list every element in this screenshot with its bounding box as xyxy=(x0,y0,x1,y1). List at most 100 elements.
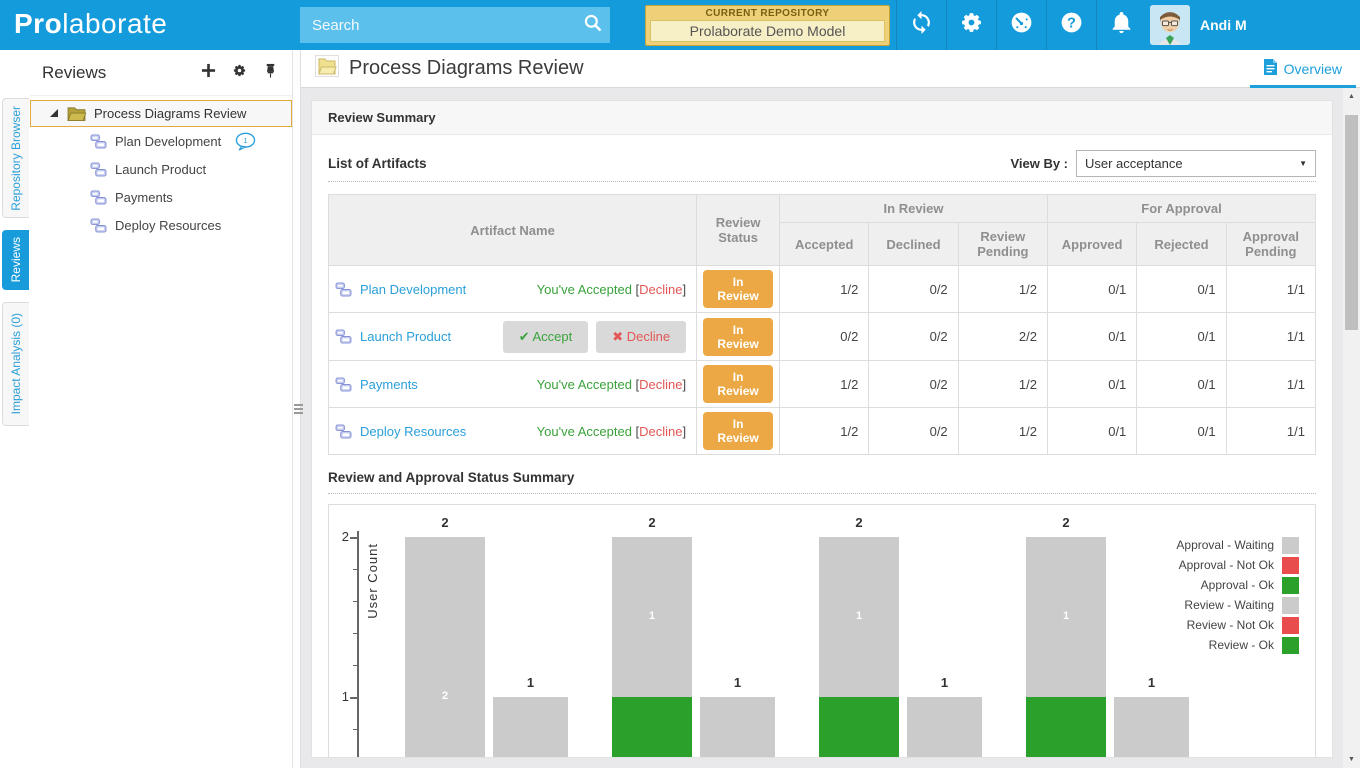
vertical-scrollbar[interactable]: ▲ ▼ xyxy=(1343,88,1360,768)
count-cell-approval-pending: 1/1 xyxy=(1225,360,1317,408)
scroll-up-icon[interactable]: ▲ xyxy=(1348,93,1355,100)
list-of-artifacts-row: List of Artifacts View By : User accepta… xyxy=(328,145,1316,181)
comment-count-badge[interactable]: 1 xyxy=(235,132,256,151)
notifications-button[interactable] xyxy=(1096,0,1146,50)
chart-legend: Approval - Waiting Approval - Not Ok Appro… xyxy=(1176,535,1299,655)
sidebar-splitter[interactable] xyxy=(293,50,303,768)
current-repository[interactable]: CURRENT REPOSITORY Prolaborate Demo Mode… xyxy=(645,5,890,46)
count-cell-declined: 0/2 xyxy=(868,407,959,455)
panel-title: Review Summary xyxy=(312,101,1332,135)
col-rejected: Rejected xyxy=(1136,222,1227,266)
count-cell-approval-pending: 1/1 xyxy=(1225,312,1317,361)
left-tab-repository-browser[interactable]: Repository Browser xyxy=(2,98,29,218)
settings-button[interactable] xyxy=(946,0,996,50)
count-cell-rejected: 0/1 xyxy=(1136,265,1227,313)
document-icon xyxy=(1263,59,1284,78)
bar-total-label: 1 xyxy=(1147,675,1156,690)
help-button[interactable]: ? xyxy=(1046,0,1096,50)
scrollbar-thumb[interactable] xyxy=(1345,115,1358,330)
count-cell-accepted: 1/2 xyxy=(779,407,870,455)
list-of-artifacts-title: List of Artifacts xyxy=(328,155,427,171)
col-accepted: Accepted xyxy=(779,222,870,266)
artifact-link-plan-development[interactable]: Plan Development xyxy=(360,281,467,297)
bracket: [ xyxy=(631,423,640,439)
artifact-link-launch-product[interactable]: Launch Product xyxy=(360,329,452,344)
dashboard-button[interactable] xyxy=(996,0,1046,50)
artifact-name-left: Launch Product xyxy=(335,329,451,344)
scroll-content: Review Summary List of Artifacts View By… xyxy=(301,88,1343,768)
table-row-launch-product: Launch Product ✔ Accept ✖ Decline In Review… xyxy=(327,312,1317,361)
bar-review-review-waiting xyxy=(819,537,899,697)
page-title-bar: Process Diagrams Review Overview xyxy=(301,50,1360,88)
settings-icon xyxy=(232,63,247,83)
legend-item-review-ok: Review - Ok xyxy=(1176,635,1299,655)
view-by-value: User acceptance xyxy=(1085,155,1183,171)
left-tab-impact-analysis-0[interactable]: Impact Analysis (0) xyxy=(2,302,29,426)
count-cell-accepted: 0/2 xyxy=(779,312,870,361)
legend-item-review-not-ok: Review - Not Ok xyxy=(1176,615,1299,635)
search-input[interactable] xyxy=(300,16,576,34)
settings-icon xyxy=(959,10,984,40)
add-review-button[interactable] xyxy=(201,63,216,83)
view-by-select[interactable]: User acceptance ▼ xyxy=(1076,149,1316,177)
decline-link[interactable]: Decline xyxy=(639,281,683,297)
header-subrow: Accepted Declined Review Pending Approved Re… xyxy=(329,222,1317,266)
decline-button[interactable]: ✖ Decline xyxy=(596,320,687,353)
count-cell-approval-pending: 1/1 xyxy=(1225,407,1317,455)
scroll-down-icon[interactable]: ▼ xyxy=(1348,756,1355,763)
logo-bold: Pro xyxy=(14,8,63,39)
artifact-link-payments[interactable]: Payments xyxy=(360,376,418,392)
accept-button[interactable]: ✔ Accept xyxy=(502,320,589,353)
folder-icon xyxy=(315,55,339,82)
bar-total-label: 2 xyxy=(1062,515,1070,530)
decline-link[interactable]: Decline xyxy=(639,376,683,392)
scrollbar-track[interactable] xyxy=(1343,105,1360,751)
splitter-grip-icon xyxy=(294,402,303,416)
status-badge: In Review xyxy=(703,270,774,308)
tree-item-plan-development[interactable]: Plan Development 1 xyxy=(30,127,292,155)
count-cell-approved: 0/1 xyxy=(1046,407,1138,455)
count-cell-rejected: 0/1 xyxy=(1136,360,1227,408)
user-menu[interactable]: Andi M xyxy=(1150,5,1247,45)
refresh-button[interactable] xyxy=(896,0,946,50)
divider xyxy=(328,493,1316,494)
tree-item-launch-product[interactable]: Launch Product xyxy=(30,155,292,183)
activity-diagram-icon xyxy=(90,133,107,149)
legend-swatch xyxy=(1282,616,1299,634)
sidebar-settings-button[interactable] xyxy=(232,63,247,83)
tab-overview[interactable]: Overview xyxy=(1249,50,1356,88)
tree-item-deploy-resources[interactable]: Deploy Resources xyxy=(30,211,292,239)
tree-expander-icon[interactable] xyxy=(49,105,59,123)
review-summary-panel: Review Summary List of Artifacts View By… xyxy=(311,100,1333,758)
review-tree: Process Diagrams Review Plan Development… xyxy=(30,96,292,239)
bar-review-review-waiting xyxy=(1026,537,1106,697)
y-major-tick xyxy=(350,697,358,699)
artifact-link-deploy-resources[interactable]: Deploy Resources xyxy=(360,423,467,439)
count-cell-review-pending: 1/2 xyxy=(957,360,1048,408)
reviews-sidebar: Reviews Process Diagrams Review Plan Dev… xyxy=(30,50,293,768)
activity-diagram-icon xyxy=(335,376,352,392)
tree-item-payments[interactable]: Payments xyxy=(30,183,292,211)
status-badge: In Review xyxy=(703,365,774,403)
legend-swatch xyxy=(1282,576,1299,594)
notifications-icon xyxy=(1109,10,1134,40)
count-cell-review-pending: 1/2 xyxy=(957,407,1048,455)
legend-label: Review - Not Ok xyxy=(1186,618,1274,632)
tree-root-process-diagrams-review[interactable]: Process Diagrams Review xyxy=(30,100,292,127)
review-status-cell: In Review xyxy=(696,265,781,313)
left-tab-label: Repository Browser xyxy=(9,105,23,211)
sidebar-header: Reviews xyxy=(30,50,292,96)
bar-review-review-ok xyxy=(819,697,899,757)
search-icon[interactable] xyxy=(576,13,610,38)
pin-button[interactable] xyxy=(263,63,278,83)
review-status-cell: In Review xyxy=(696,407,781,455)
left-tab-reviews[interactable]: Reviews xyxy=(2,230,29,290)
y-minor-tick xyxy=(353,665,358,666)
legend-swatch xyxy=(1282,536,1299,554)
bar-approval-approval-waiting xyxy=(907,697,982,757)
prolaborate-logo[interactable]: Prolaborate xyxy=(14,8,167,40)
artifacts-table: Artifact Name Review Status In Review For A… xyxy=(327,194,1317,455)
decline-link[interactable]: Decline xyxy=(639,423,683,439)
artifact-name-left: Deploy Resources xyxy=(335,424,466,439)
